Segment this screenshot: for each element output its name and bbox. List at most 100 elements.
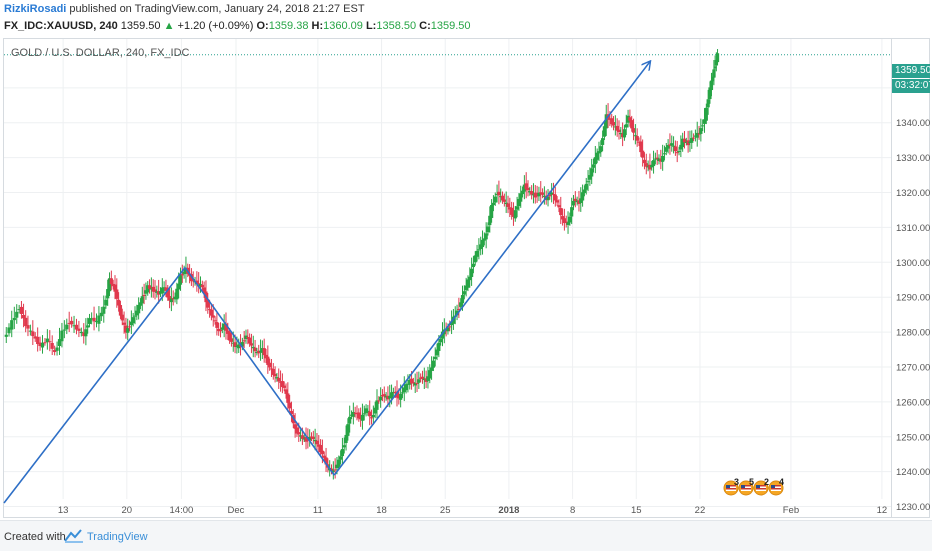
candle-body bbox=[706, 99, 710, 108]
candle-body bbox=[17, 309, 21, 311]
candle-body bbox=[40, 342, 45, 348]
candle-body bbox=[38, 342, 42, 347]
candle-body bbox=[48, 341, 52, 343]
candle-body bbox=[62, 329, 66, 331]
chart-pane[interactable] bbox=[3, 38, 892, 518]
candle-body bbox=[67, 322, 71, 324]
candle-body bbox=[329, 468, 334, 471]
y-tick-label: 1300.00 bbox=[896, 258, 930, 269]
candle-body bbox=[4, 334, 8, 337]
y-tick-label: 1240.00 bbox=[896, 467, 930, 478]
y-tick-label: 1310.00 bbox=[896, 223, 930, 234]
candle-body bbox=[21, 314, 26, 319]
candle-body bbox=[662, 153, 667, 155]
candle-body bbox=[695, 132, 699, 138]
candle-body bbox=[470, 268, 474, 277]
candle-body bbox=[248, 337, 252, 344]
candle-body bbox=[602, 126, 607, 137]
candle-body bbox=[433, 356, 437, 359]
candle-body bbox=[249, 343, 254, 346]
us-flag-icon[interactable]: 4 bbox=[767, 477, 785, 496]
tradingview-logo-icon[interactable] bbox=[64, 529, 84, 548]
candle-body bbox=[675, 152, 679, 154]
candle-body bbox=[109, 278, 113, 285]
candle-body bbox=[113, 284, 117, 292]
y-tick-label: 1250.00 bbox=[896, 432, 930, 443]
candle-body bbox=[271, 368, 275, 375]
candle-body bbox=[355, 413, 359, 415]
candle-body bbox=[317, 444, 321, 447]
candle-body bbox=[164, 287, 168, 291]
x-tick-label: 25 bbox=[440, 505, 451, 516]
candle-body bbox=[127, 326, 132, 328]
candle-body bbox=[197, 283, 201, 285]
candle-body bbox=[60, 330, 64, 342]
candle-body bbox=[582, 189, 587, 193]
us-flag-icon[interactable]: 3 bbox=[722, 477, 740, 496]
tradingview-link[interactable]: TradingView bbox=[87, 531, 148, 543]
candle-body bbox=[500, 195, 505, 201]
candle-body bbox=[84, 329, 88, 337]
candle-body bbox=[348, 416, 352, 424]
price-axis[interactable] bbox=[892, 38, 930, 518]
candle-body bbox=[15, 311, 19, 318]
candle-body bbox=[571, 200, 576, 206]
candle-body bbox=[251, 346, 255, 349]
candle-body bbox=[269, 368, 274, 370]
candle-body bbox=[50, 342, 54, 349]
symbol-label[interactable]: FX_IDC:XAUUSD, 240 bbox=[4, 20, 118, 32]
candle-body bbox=[173, 296, 177, 300]
candle-body bbox=[499, 196, 503, 198]
candle-body bbox=[99, 312, 103, 317]
candle-body bbox=[304, 436, 308, 442]
candle-body bbox=[714, 59, 718, 66]
candle-body bbox=[497, 191, 501, 196]
candle-body bbox=[560, 216, 565, 220]
candle-body bbox=[162, 287, 166, 289]
us-flag-icon[interactable]: 2 bbox=[752, 477, 770, 496]
author-link[interactable]: RizkiRosadi bbox=[4, 3, 67, 15]
x-tick-label: 8 bbox=[570, 505, 575, 516]
quote-line: FX_IDC:XAUUSD, 240 1359.50 ▲ +1.20 (+0.0… bbox=[4, 20, 471, 32]
candle-body bbox=[404, 384, 408, 391]
candle-body bbox=[622, 129, 627, 138]
candle-body bbox=[228, 332, 232, 341]
candle-body bbox=[539, 192, 543, 194]
candle-body bbox=[175, 288, 179, 300]
candle-body bbox=[306, 439, 310, 441]
candle-body bbox=[471, 263, 476, 268]
candle-body bbox=[712, 69, 716, 78]
candle-body bbox=[449, 321, 454, 326]
candle-body bbox=[528, 191, 532, 193]
candle-body bbox=[573, 198, 577, 202]
candle-body bbox=[691, 137, 696, 139]
candle-body bbox=[646, 166, 650, 168]
candle-body bbox=[553, 194, 557, 201]
candle-body bbox=[708, 87, 712, 100]
price-chart[interactable]: 1230.00 1240.00 1250.00 1260.00 1270.00 1280.… bbox=[0, 0, 932, 520]
candle-body bbox=[111, 283, 115, 287]
candle-body bbox=[133, 315, 137, 317]
candle-body bbox=[242, 340, 246, 342]
us-flag-icon[interactable]: 5 bbox=[737, 477, 755, 496]
candle-body bbox=[289, 411, 294, 415]
candle-body bbox=[670, 143, 674, 146]
candle-body bbox=[642, 159, 647, 164]
candle-body bbox=[206, 300, 210, 308]
candle-body bbox=[102, 306, 106, 314]
candle-body bbox=[542, 195, 546, 198]
candle-body bbox=[615, 125, 619, 131]
candle-body bbox=[386, 395, 390, 400]
candle-body bbox=[364, 408, 368, 414]
candle-body bbox=[357, 412, 361, 419]
candle-body bbox=[231, 342, 235, 344]
candle-body bbox=[19, 306, 24, 314]
candle-body bbox=[530, 191, 534, 195]
candle-body bbox=[566, 222, 570, 225]
candle-body bbox=[389, 392, 394, 399]
candle-body bbox=[333, 469, 337, 471]
candle-body bbox=[366, 410, 370, 412]
candle-body bbox=[464, 285, 468, 291]
candle-body bbox=[309, 436, 314, 438]
candle-body bbox=[595, 152, 599, 160]
